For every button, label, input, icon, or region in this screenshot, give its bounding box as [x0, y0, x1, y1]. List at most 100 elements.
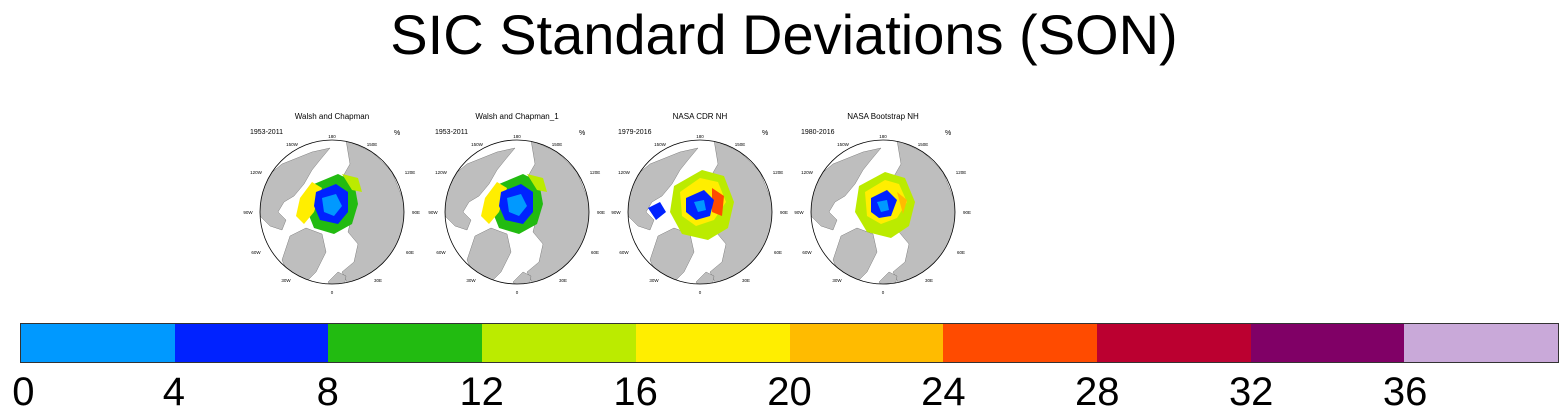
- longitude-label: 30W: [832, 278, 842, 283]
- polar-map: 180 150W 150E 120W 120E 90W 90E 60W 60E 30W 30E 0: [611, 134, 788, 295]
- sic-patch: [694, 200, 706, 212]
- sic-patch: [712, 188, 724, 216]
- longitude-label: 60W: [619, 250, 629, 255]
- sic-patch: [897, 192, 907, 214]
- longitude-label: 60E: [957, 250, 965, 255]
- panel-title: Walsh and Chapman: [294, 112, 370, 121]
- colorbar: [20, 323, 1559, 363]
- longitude-label: 180: [513, 134, 521, 139]
- longitude-label: 30E: [742, 278, 750, 283]
- colorbar-box: [1096, 324, 1251, 362]
- longitude-label: 90E: [412, 210, 420, 215]
- longitude-label: 120W: [250, 170, 263, 175]
- map-boundary: [810, 139, 956, 285]
- map-panel: Walsh and Chapman_1 1953-2011% 180 150W 150E…: [427, 112, 607, 302]
- colorbar-box: [943, 324, 1097, 362]
- longitude-label: 120E: [773, 170, 784, 175]
- longitude-label: 60W: [436, 250, 446, 255]
- land-mass: [878, 271, 898, 284]
- map-panel: Walsh and Chapman 1953-2011% 180 150W 150E 12…: [242, 112, 422, 302]
- colorbar-label: 12: [459, 370, 504, 414]
- longitude-label: 90E: [780, 210, 788, 215]
- sic-field: [296, 174, 362, 234]
- longitude-label: 60E: [774, 250, 782, 255]
- land-mass: [512, 271, 532, 284]
- longitude-label: 0: [331, 290, 334, 295]
- colorbar-label: 28: [1075, 370, 1120, 414]
- sic-field: [855, 172, 915, 238]
- panel-unit: %: [762, 130, 769, 137]
- longitude-label: 150W: [654, 142, 667, 147]
- land-mass: [260, 147, 331, 231]
- colorbar-label: 0: [12, 370, 35, 414]
- longitude-label: 150E: [735, 142, 746, 147]
- longitude-label: 30W: [466, 278, 476, 283]
- colorbar-label: 4: [162, 370, 186, 414]
- longitude-label: 150W: [837, 142, 850, 147]
- longitude-label: 60W: [251, 250, 261, 255]
- colorbar-label: 16: [613, 370, 658, 414]
- longitude-label: 90W: [611, 210, 621, 215]
- land-mass: [327, 271, 347, 284]
- longitude-label: 90E: [963, 210, 971, 215]
- longitude-label: 30E: [925, 278, 933, 283]
- map-panels: Walsh and Chapman 1953-2011% 180 150W 150E 12…: [242, 112, 973, 302]
- longitude-label: 30E: [559, 278, 567, 283]
- map-panel: NASA CDR NH 1979-2016% 180 150W 150E 120W 120E…: [610, 112, 790, 302]
- longitude-label: 150E: [918, 142, 929, 147]
- longitude-label: 150E: [552, 142, 563, 147]
- panel-title: Walsh and Chapman_1: [475, 112, 559, 121]
- panel-years: 1980-2016: [801, 129, 835, 136]
- longitude-label: 90E: [597, 210, 605, 215]
- longitude-label: 180: [328, 134, 336, 139]
- longitude-label: 150E: [367, 142, 378, 147]
- panel-years: 1953-2011: [435, 129, 468, 136]
- panel-years: 1953-2011: [250, 129, 283, 136]
- colorbar-box: [635, 324, 790, 362]
- colorbar-label: 20: [767, 370, 812, 414]
- longitude-label: 60E: [406, 250, 414, 255]
- panel-unit: %: [394, 130, 401, 137]
- sic-patch: [342, 174, 362, 192]
- map-boundary: [627, 139, 773, 285]
- sic-patch: [296, 182, 322, 224]
- longitude-label: 0: [699, 290, 702, 295]
- colorbar-label: 36: [1382, 370, 1428, 414]
- longitude-label: 90W: [794, 210, 804, 215]
- map-boundary: [444, 139, 590, 285]
- longitude-label: 120W: [435, 170, 448, 175]
- sic-patch: [507, 194, 527, 216]
- longitude-label: 120W: [618, 170, 631, 175]
- map-boundary: [259, 139, 405, 285]
- sic-field: [481, 174, 547, 234]
- longitude-label: 30E: [374, 278, 382, 283]
- colorbar-box: [21, 324, 175, 362]
- polar-map: 180 150W 150E 120W 120E 90W 90E 60W 60E 30W 30E 0: [794, 134, 971, 295]
- sic-patch: [648, 202, 666, 220]
- land-mass: [811, 147, 882, 231]
- longitude-label: 180: [696, 134, 704, 139]
- panel-unit: %: [945, 130, 952, 137]
- longitude-label: 120W: [801, 170, 814, 175]
- land-mass: [695, 271, 715, 284]
- colorbar-label: 32: [1228, 370, 1274, 414]
- longitude-label: 0: [516, 290, 519, 295]
- colorbar-box: [482, 324, 636, 362]
- longitude-label: 120E: [590, 170, 601, 175]
- longitude-label: 60E: [591, 250, 599, 255]
- land-mass: [628, 147, 699, 231]
- polar-map: 180 150W 150E 120W 120E 90W 90E 60W 60E 30W 30E 0: [428, 134, 605, 295]
- longitude-label: 30W: [649, 278, 659, 283]
- sic-patch: [481, 182, 507, 224]
- polar-map: 180 150W 150E 120W 120E 90W 90E 60W 60E 30W 30E 0: [243, 134, 420, 295]
- colorbar-label: 24: [921, 370, 966, 414]
- colorbar-box: [1404, 324, 1559, 362]
- sic-field: [648, 170, 734, 240]
- figure-title: SIC Standard Deviations (SON): [390, 3, 1178, 66]
- colorbar-box: [789, 324, 944, 362]
- map-panel: NASA Bootstrap NH 1980-2016% 180 150W 150E 12…: [793, 112, 973, 302]
- longitude-label: 0: [882, 290, 885, 295]
- longitude-label: 120E: [956, 170, 967, 175]
- colorbar-box: [1250, 324, 1405, 362]
- panel-title: NASA CDR NH: [672, 112, 728, 121]
